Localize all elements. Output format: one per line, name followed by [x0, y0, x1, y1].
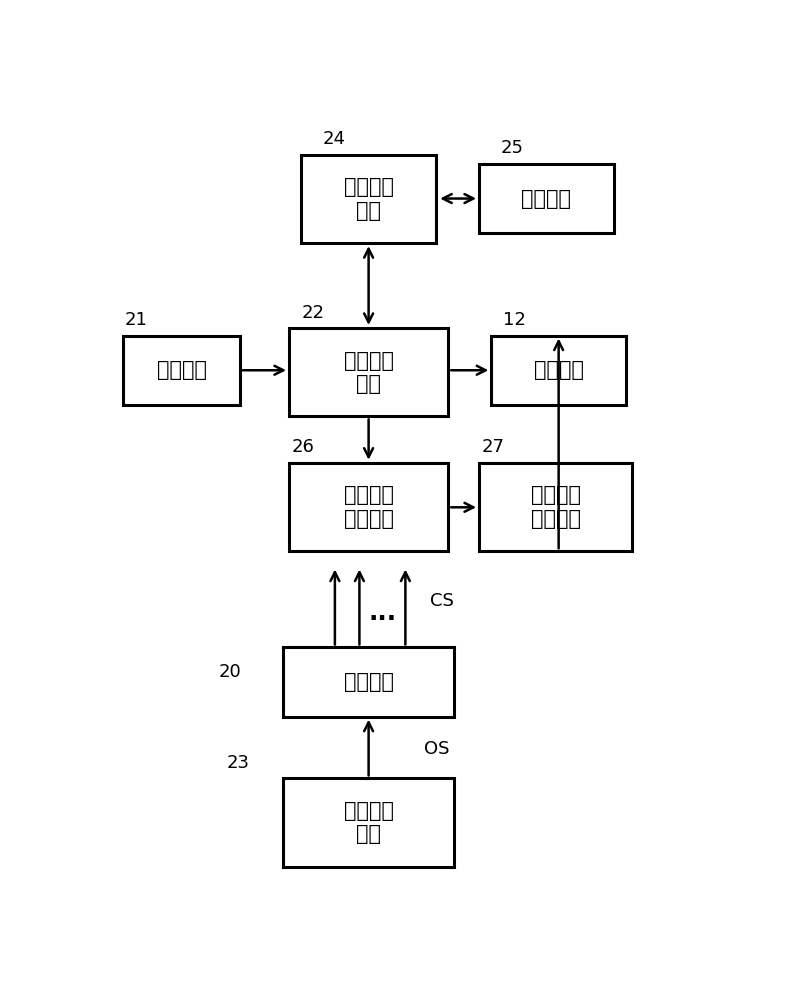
Text: 记录再现
单元: 记录再现 单元 — [343, 177, 394, 221]
Text: OS: OS — [424, 740, 449, 758]
Text: 12: 12 — [504, 311, 526, 329]
FancyBboxPatch shape — [479, 164, 614, 233]
Text: 记录设备: 记录设备 — [521, 189, 571, 209]
FancyBboxPatch shape — [289, 463, 448, 551]
FancyBboxPatch shape — [491, 336, 626, 405]
Text: 显示单元: 显示单元 — [534, 360, 584, 380]
Text: CS: CS — [430, 592, 454, 610]
Text: 辅助图像
处理单元: 辅助图像 处理单元 — [531, 485, 581, 529]
Text: 图像处理
单元: 图像处理 单元 — [343, 351, 394, 394]
Text: 25: 25 — [501, 139, 524, 157]
Text: 27: 27 — [482, 438, 505, 456]
FancyBboxPatch shape — [123, 336, 240, 405]
Text: 23: 23 — [226, 754, 249, 772]
FancyBboxPatch shape — [289, 328, 448, 416]
Text: 输入操作
单元: 输入操作 单元 — [343, 801, 394, 844]
Text: 21: 21 — [125, 311, 147, 329]
FancyBboxPatch shape — [301, 155, 436, 243]
Text: 20: 20 — [218, 663, 241, 681]
FancyBboxPatch shape — [479, 463, 632, 551]
Text: 成像单元: 成像单元 — [157, 360, 206, 380]
FancyBboxPatch shape — [283, 647, 455, 717]
Text: 26: 26 — [292, 438, 315, 456]
Text: 辅助图像
生成单元: 辅助图像 生成单元 — [343, 485, 394, 529]
FancyBboxPatch shape — [283, 778, 455, 867]
Text: 控制单元: 控制单元 — [343, 672, 394, 692]
Text: ...: ... — [369, 601, 397, 625]
Text: 24: 24 — [323, 130, 346, 148]
Text: 22: 22 — [301, 304, 324, 322]
